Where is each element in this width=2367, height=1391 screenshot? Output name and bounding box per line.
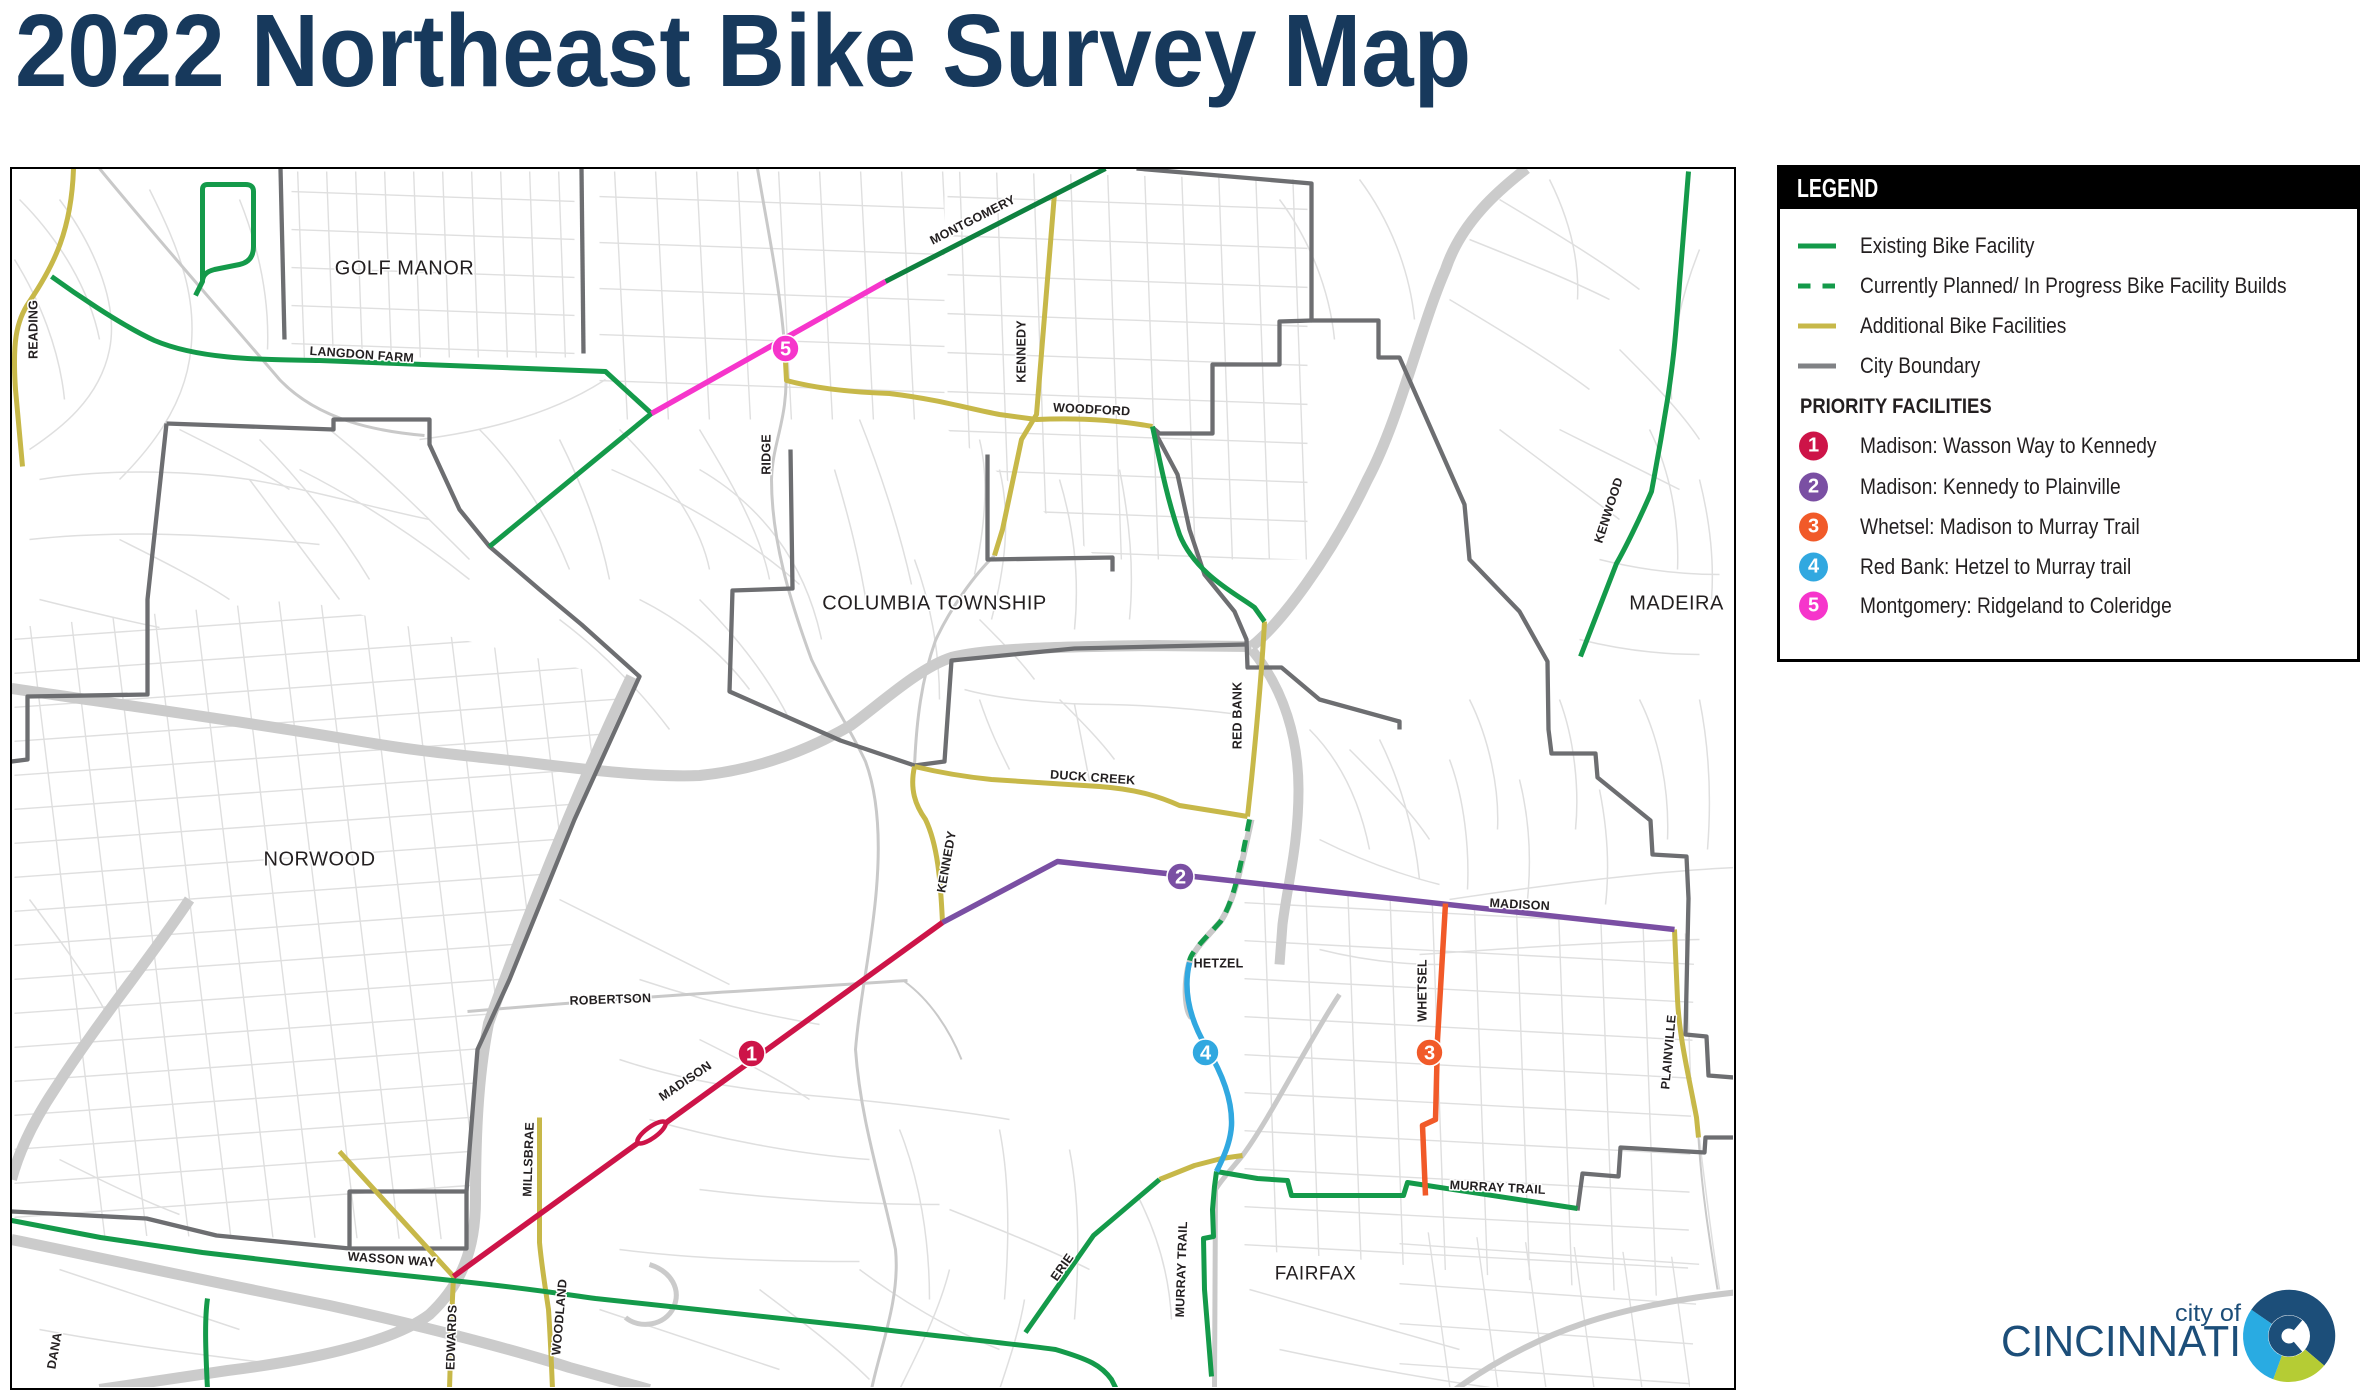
- svg-text:5: 5: [780, 339, 791, 361]
- svg-text:4: 4: [1200, 1043, 1212, 1065]
- svg-text:1: 1: [746, 1044, 757, 1066]
- svg-text:CINCINNATI: CINCINNATI: [2001, 1317, 2241, 1366]
- svg-text:DANA: DANA: [44, 1331, 64, 1370]
- svg-text:EDWARDS: EDWARDS: [443, 1304, 459, 1370]
- svg-text:MURRAY TRAIL: MURRAY TRAIL: [1449, 1178, 1546, 1197]
- svg-text:WOODFORD: WOODFORD: [1053, 400, 1131, 418]
- svg-text:MURRAY TRAIL: MURRAY TRAIL: [1173, 1221, 1190, 1318]
- svg-text:KENWOOD: KENWOOD: [1592, 476, 1626, 545]
- svg-text:READING: READING: [27, 300, 41, 359]
- svg-text:NORWOOD: NORWOOD: [263, 849, 375, 871]
- svg-text:MILLSBRAE: MILLSBRAE: [520, 1122, 537, 1197]
- svg-text:MADISON: MADISON: [1489, 896, 1550, 913]
- svg-text:city of: city of: [2175, 1300, 2241, 1327]
- svg-text:2: 2: [1175, 867, 1186, 889]
- svg-text:3: 3: [1424, 1043, 1435, 1065]
- svg-text:WHETSEL: WHETSEL: [1416, 959, 1430, 1022]
- svg-text:MADEIRA: MADEIRA: [1629, 593, 1724, 615]
- svg-text:RED BANK: RED BANK: [1231, 682, 1245, 750]
- svg-text:WASSON WAY: WASSON WAY: [347, 1249, 437, 1269]
- svg-text:FAIRFAX: FAIRFAX: [1275, 1264, 1357, 1285]
- svg-text:KENNEDY: KENNEDY: [1015, 320, 1029, 383]
- svg-text:ROBERTSON: ROBERTSON: [569, 991, 651, 1008]
- svg-text:COLUMBIA TOWNSHIP: COLUMBIA TOWNSHIP: [822, 593, 1046, 615]
- svg-text:HETZEL: HETZEL: [1194, 957, 1244, 971]
- svg-text:RIDGE: RIDGE: [760, 434, 774, 475]
- svg-text:GOLF MANOR: GOLF MANOR: [335, 258, 474, 280]
- svg-text:PLAINVILLE: PLAINVILLE: [1658, 1014, 1678, 1090]
